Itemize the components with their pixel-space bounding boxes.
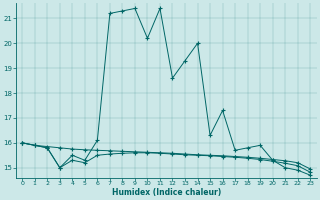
X-axis label: Humidex (Indice chaleur): Humidex (Indice chaleur) xyxy=(112,188,221,197)
